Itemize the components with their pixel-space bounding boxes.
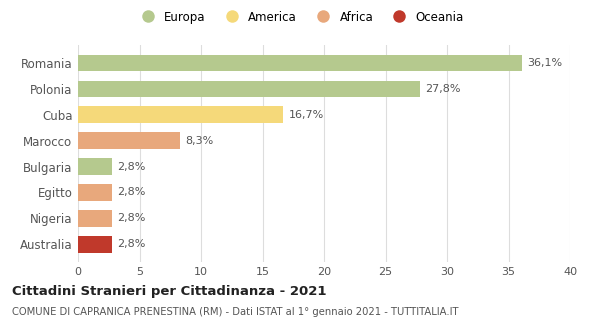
Bar bbox=[78, 132, 180, 149]
Text: 8,3%: 8,3% bbox=[185, 136, 213, 146]
Text: COMUNE DI CAPRANICA PRENESTINA (RM) - Dati ISTAT al 1° gennaio 2021 - TUTTITALIA: COMUNE DI CAPRANICA PRENESTINA (RM) - Da… bbox=[12, 307, 458, 317]
Bar bbox=[78, 184, 112, 201]
Bar bbox=[78, 210, 112, 227]
Bar bbox=[78, 107, 283, 123]
Text: 16,7%: 16,7% bbox=[289, 110, 323, 120]
Text: 2,8%: 2,8% bbox=[118, 239, 146, 249]
Text: 2,8%: 2,8% bbox=[118, 188, 146, 197]
Bar bbox=[78, 81, 420, 97]
Bar bbox=[78, 55, 522, 71]
Text: Cittadini Stranieri per Cittadinanza - 2021: Cittadini Stranieri per Cittadinanza - 2… bbox=[12, 285, 326, 298]
Bar bbox=[78, 158, 112, 175]
Text: 2,8%: 2,8% bbox=[118, 162, 146, 172]
Text: 2,8%: 2,8% bbox=[118, 213, 146, 223]
Legend: Europa, America, Africa, Oceania: Europa, America, Africa, Oceania bbox=[131, 6, 469, 28]
Bar bbox=[78, 236, 112, 252]
Text: 36,1%: 36,1% bbox=[527, 58, 562, 68]
Text: 27,8%: 27,8% bbox=[425, 84, 460, 94]
